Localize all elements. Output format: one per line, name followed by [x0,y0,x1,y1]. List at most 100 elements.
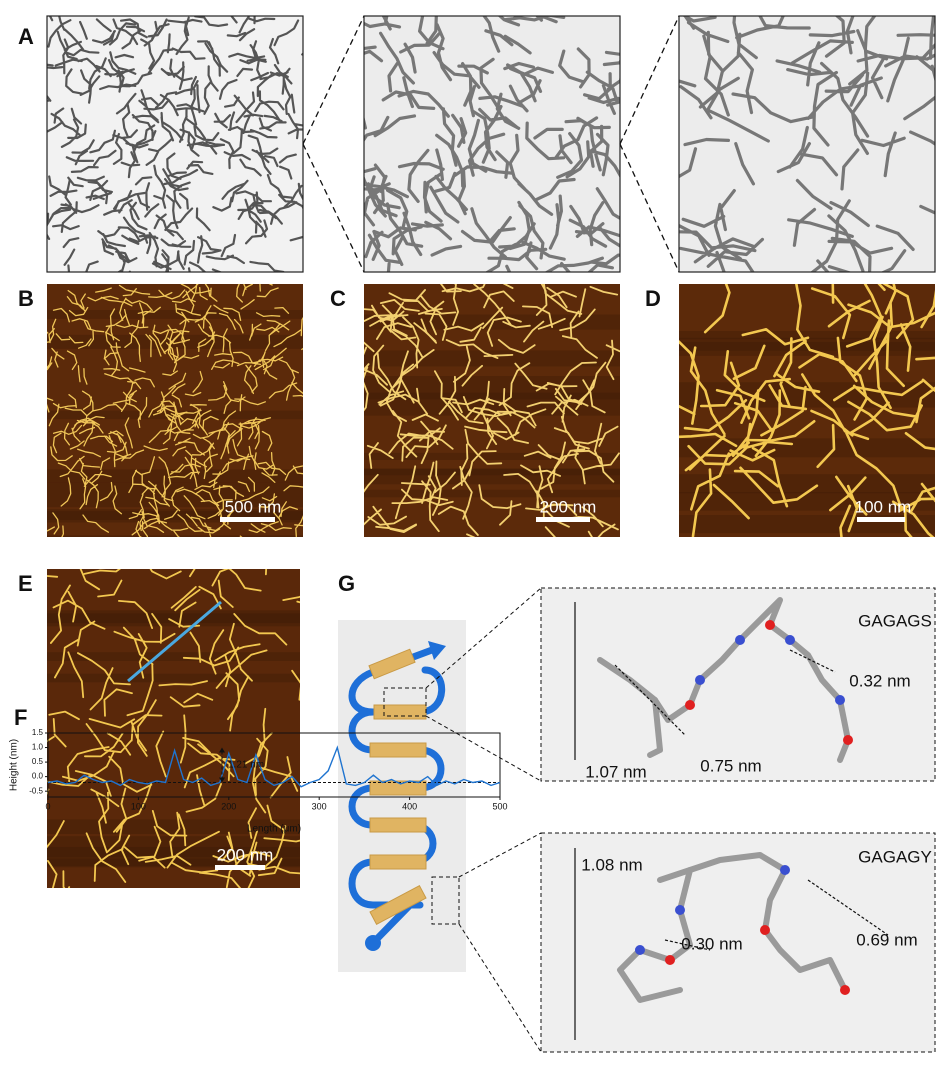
arrow [614,664,686,736]
zoom-connectors [302,15,680,273]
profile-chart: 0 100 200 300 400 500 -0.5 0.0 0.5 1.0 1.5 1.21 nm [29,728,507,811]
bonds [617,867,693,1003]
fibril-network [679,16,935,272]
arrow [807,879,889,936]
profile-line [47,745,501,788]
image-band [47,610,300,624]
atom [765,620,775,630]
beta-strand [369,884,427,926]
image-band [679,330,935,340]
backbone-start [365,935,381,951]
structure-name: GAGAGS [858,611,932,630]
atom [735,635,745,645]
arrow-head [219,747,225,753]
connector [302,15,365,145]
beta-strand [373,704,427,720]
image [679,16,935,272]
beta-strand [369,817,427,833]
panel-label: C [330,286,346,311]
fibril-network [47,16,303,272]
backbone-arrow [428,641,446,660]
image-band [679,382,935,408]
atoms [635,620,853,995]
distance-label: 1.07 nm [585,762,646,781]
atom [695,675,705,685]
x-axis-label: Length (μm) [247,824,301,835]
x-tick-label: 100 [131,801,146,811]
distance-arrows [574,602,889,1040]
scale-bar-label: 200 nm [217,845,274,864]
connector [458,923,542,1053]
x-tick-label: 200 [221,801,236,811]
scale-bar-label: 100 nm [855,497,912,516]
profile-line [127,600,222,683]
image-band [47,482,303,508]
bonds [597,597,851,763]
scale-bar [857,517,905,522]
image-band [364,452,620,460]
image [47,569,300,888]
plot-frame [47,732,501,798]
atom [665,955,675,965]
fibril-network [47,569,300,888]
y-tick-label: 1.5 [32,728,44,737]
atom [685,700,695,710]
image-band [47,652,300,661]
connector [425,715,542,782]
image-band [47,509,303,520]
image-band [47,535,303,537]
y-tick-label: 1.0 [32,743,44,752]
scale-bar [536,517,590,522]
scale-bar-label: 500 nm [225,497,282,516]
scale-bar [220,517,275,522]
atom [835,695,845,705]
fibril-network [679,284,935,537]
beta-strand [369,854,427,870]
image [364,284,620,537]
atom [635,945,645,955]
image-band [679,341,935,356]
structure-box [540,587,936,782]
structure-name: GAGAGY [858,847,932,866]
panel-label: E [18,571,33,596]
atom [840,985,850,995]
image-band [679,492,935,511]
x-tick-label: 0 [45,801,50,811]
image-band [47,819,300,834]
panel-label: D [645,286,661,311]
arrow [664,939,711,951]
detail-box [431,876,460,925]
image-band [47,673,300,683]
image-border [678,15,936,273]
image-band [47,334,303,349]
arrow [789,649,836,673]
fibril-network [364,16,620,272]
image-band [47,310,303,319]
scale-bar-label: 200 nm [540,497,597,516]
panel-label: A [18,24,34,49]
x-tick-label: 400 [402,801,417,811]
y-tick-label: 0.0 [32,772,44,781]
connector [425,587,542,689]
atom [675,905,685,915]
atom [780,865,790,875]
distance-label: 0.30 nm [681,934,742,953]
image-band [364,468,620,476]
atom [843,735,853,745]
connector [302,143,365,273]
atom [785,635,795,645]
connector [458,832,542,878]
arrow-head [219,777,225,783]
atom [760,925,770,935]
y-tick-label: -0.5 [29,786,43,795]
beta-strand [368,648,416,680]
image [47,16,303,272]
panel-label: G [338,571,355,596]
panel-label: F [14,705,27,730]
y-axis-label: Height (nm) [9,739,20,791]
scale-bar [215,865,265,870]
molecule [597,597,851,1003]
x-tick-label: 500 [492,801,507,811]
image-band [679,474,935,494]
